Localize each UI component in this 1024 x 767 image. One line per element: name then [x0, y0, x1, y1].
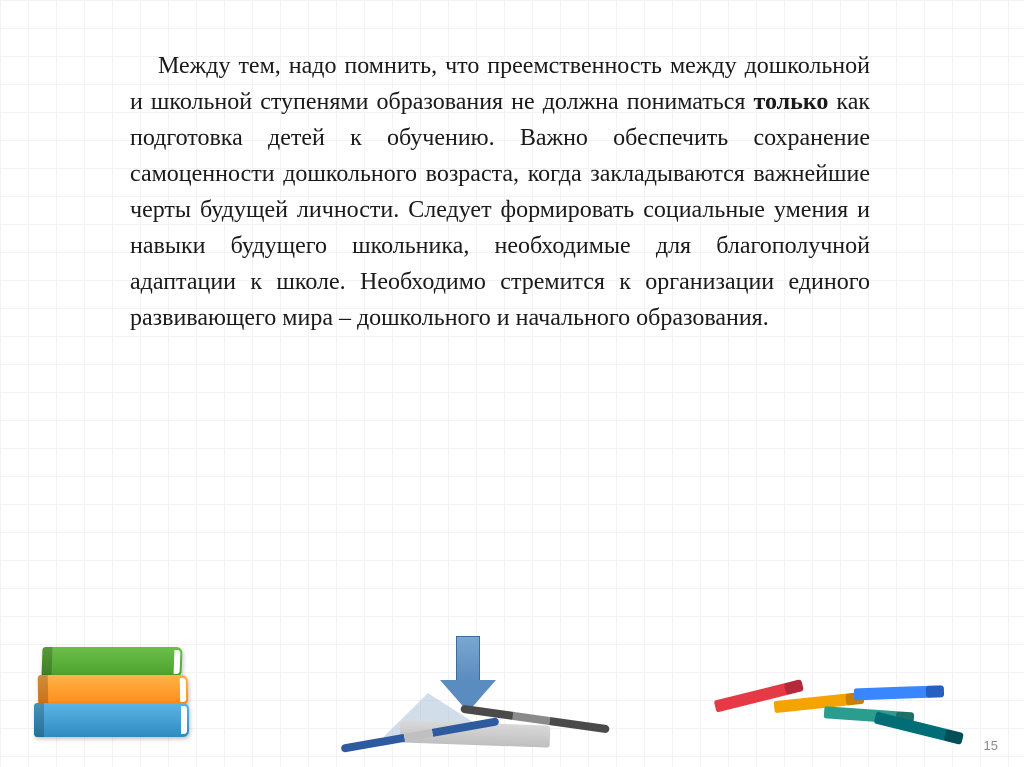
stationery-illustration — [340, 689, 640, 749]
body-paragraph: Между тем, надо помнить, что преемственн… — [130, 48, 870, 336]
marker-blue — [854, 686, 934, 701]
book-blue — [34, 703, 189, 737]
books-illustration — [34, 627, 194, 747]
book-orange — [38, 675, 189, 705]
page-number: 15 — [984, 738, 998, 753]
book-green — [41, 647, 182, 677]
markers-illustration — [704, 683, 984, 743]
text-bold: только — [754, 89, 829, 115]
text-part2: как подготовка детей к обучению. Важно о… — [130, 89, 870, 331]
